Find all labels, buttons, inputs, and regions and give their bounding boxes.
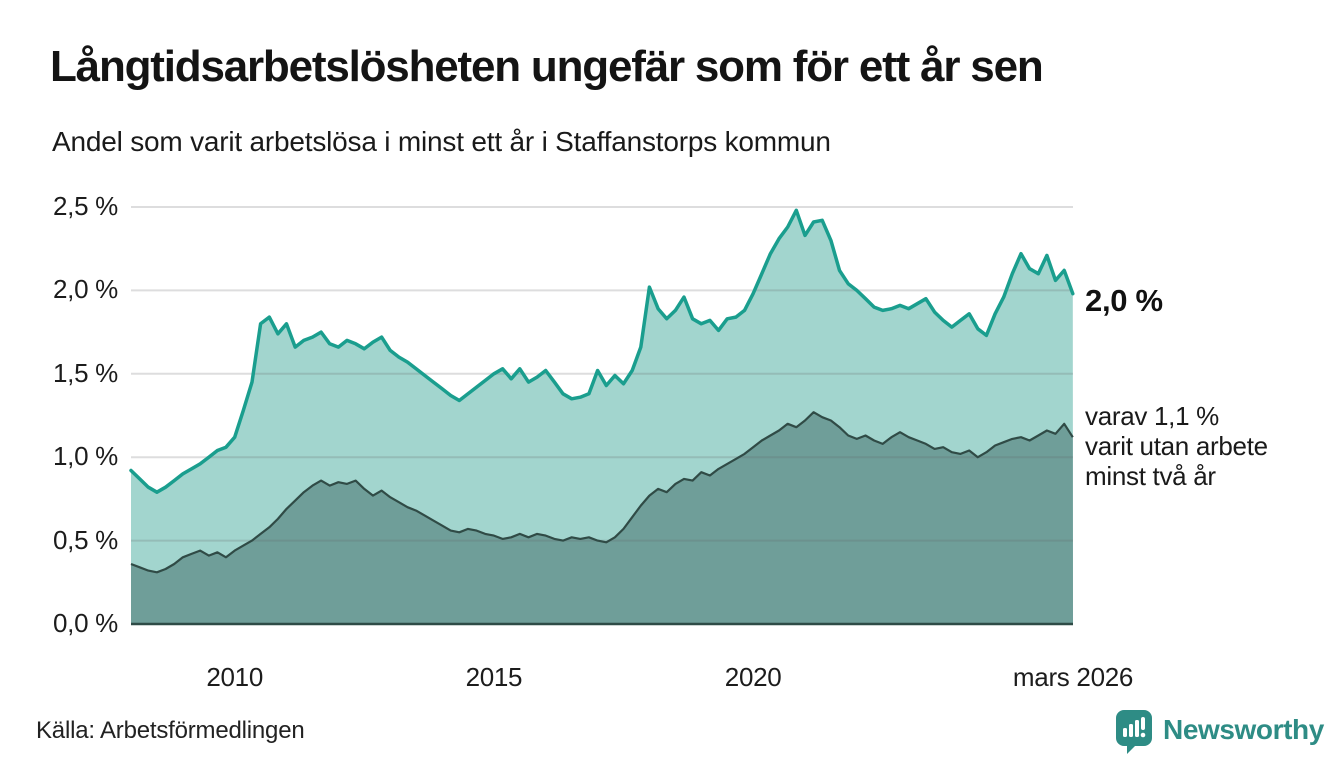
newsworthy-logo[interactable]: Newsworthy [1116, 710, 1324, 754]
latest-total-label: 2,0 % [1085, 283, 1163, 318]
latest-two-year-label: varav 1,1 % varit utan arbete minst två … [1085, 401, 1268, 491]
y-tick-label: 1,5 % [53, 357, 118, 388]
page-subtitle: Andel som varit arbetslösa i minst ett å… [52, 126, 831, 157]
y-tick-label: 2,5 % [53, 191, 118, 221]
line-two-year [130, 411, 1074, 574]
x-tick-label: mars 2026 [1012, 662, 1134, 692]
x-tick-label: 2015 [465, 662, 523, 692]
y-tick-label: 0,5 % [53, 524, 118, 555]
y-tick-label: 1,0 % [53, 441, 118, 472]
y-tick-label: 0,0 % [53, 608, 118, 638]
newsworthy-bubble-icon [1116, 710, 1152, 754]
source-credit: Källa: Arbetsförmedlingen [36, 717, 305, 744]
area-series-2 [131, 412, 1073, 624]
x-tick-label: 2010 [206, 662, 263, 692]
x-tick-label: 2020 [724, 662, 782, 692]
brand-name: Newsworthy [1163, 714, 1324, 745]
y-tick-label: 2,0 % [53, 274, 118, 305]
bar-small [1123, 728, 1127, 737]
bar-large [1135, 720, 1139, 737]
page-title: Långtidsarbetslösheten ungefär som för e… [50, 42, 1044, 91]
line-total [129, 208, 1075, 494]
bubble-shape [1116, 710, 1152, 754]
exclamation-bar [1141, 717, 1145, 730]
exclamation-dot [1140, 732, 1146, 738]
bar-medium [1129, 724, 1133, 737]
